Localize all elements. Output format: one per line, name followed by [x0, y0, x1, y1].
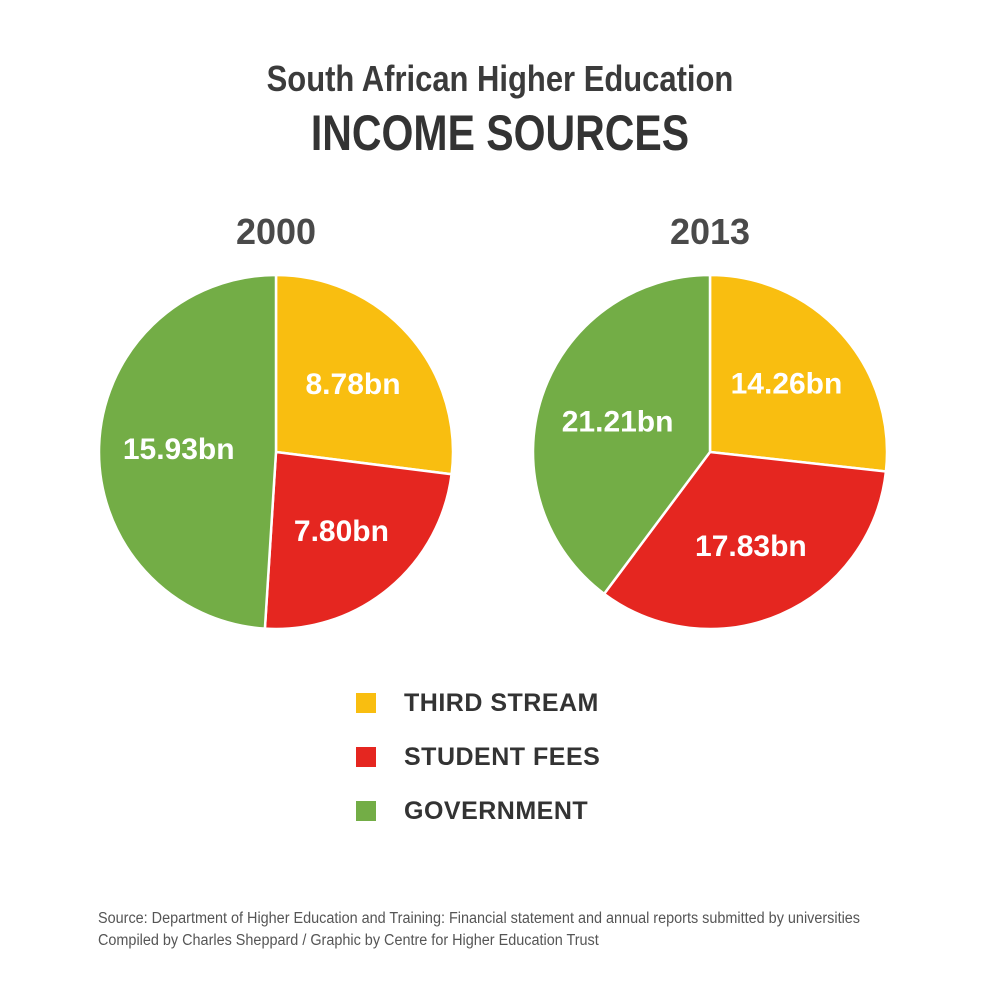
source-line: Source: Department of Higher Education a…: [98, 910, 861, 927]
legend-label-government: GOVERNMENT: [404, 796, 589, 825]
legend-swatch-third-stream: [356, 693, 376, 713]
pie-title-2000: 2000: [236, 211, 316, 252]
pie-slice-2000-student-fees: [263, 450, 453, 631]
legend-item-student-fees: STUDENT FEES: [356, 730, 600, 784]
slice-label-2013-third-stream: 14.26bn: [731, 368, 843, 401]
legend-swatch-student-fees: [356, 747, 376, 767]
slice-label-2000-student-fees: 7.80bn: [294, 515, 389, 548]
pie-slice-2000-government: [97, 273, 278, 630]
credit-line: Compiled by Charles Sheppard / Graphic b…: [98, 932, 599, 949]
pie-2000: 2000 8.78bn 7.80bn 15.93bn: [97, 211, 455, 631]
slice-label-2000-government: 15.93bn: [123, 433, 235, 466]
pie-slice-2013-government: [531, 273, 712, 596]
chart-title: INCOME SOURCES: [310, 105, 690, 161]
pie-title-2013: 2013: [670, 211, 750, 252]
legend-item-third-stream: THIRD STREAM: [356, 676, 600, 730]
slice-label-2000-third-stream: 8.78bn: [305, 368, 400, 401]
pie-slice-2013-student-fees: [602, 450, 888, 631]
slice-label-2013-government: 21.21bn: [562, 405, 674, 438]
slice-label-2013-student-fees: 17.83bn: [695, 530, 807, 563]
pie-slice-2013-third-stream: [708, 273, 889, 473]
legend-item-government: GOVERNMENT: [356, 784, 600, 838]
legend-label-third-stream: THIRD STREAM: [404, 688, 599, 717]
pie-2013: 2013 14.26bn 17.83bn 21.21bn: [531, 211, 889, 631]
legend: THIRD STREAM STUDENT FEES GOVERNMENT: [356, 676, 600, 838]
legend-swatch-government: [356, 801, 376, 821]
source-note: Source: Department of Higher Education a…: [98, 908, 860, 952]
chart-subtitle: South African Higher Education: [266, 58, 734, 99]
legend-label-student-fees: STUDENT FEES: [404, 742, 601, 771]
pie-slice-2000-third-stream: [274, 273, 455, 476]
